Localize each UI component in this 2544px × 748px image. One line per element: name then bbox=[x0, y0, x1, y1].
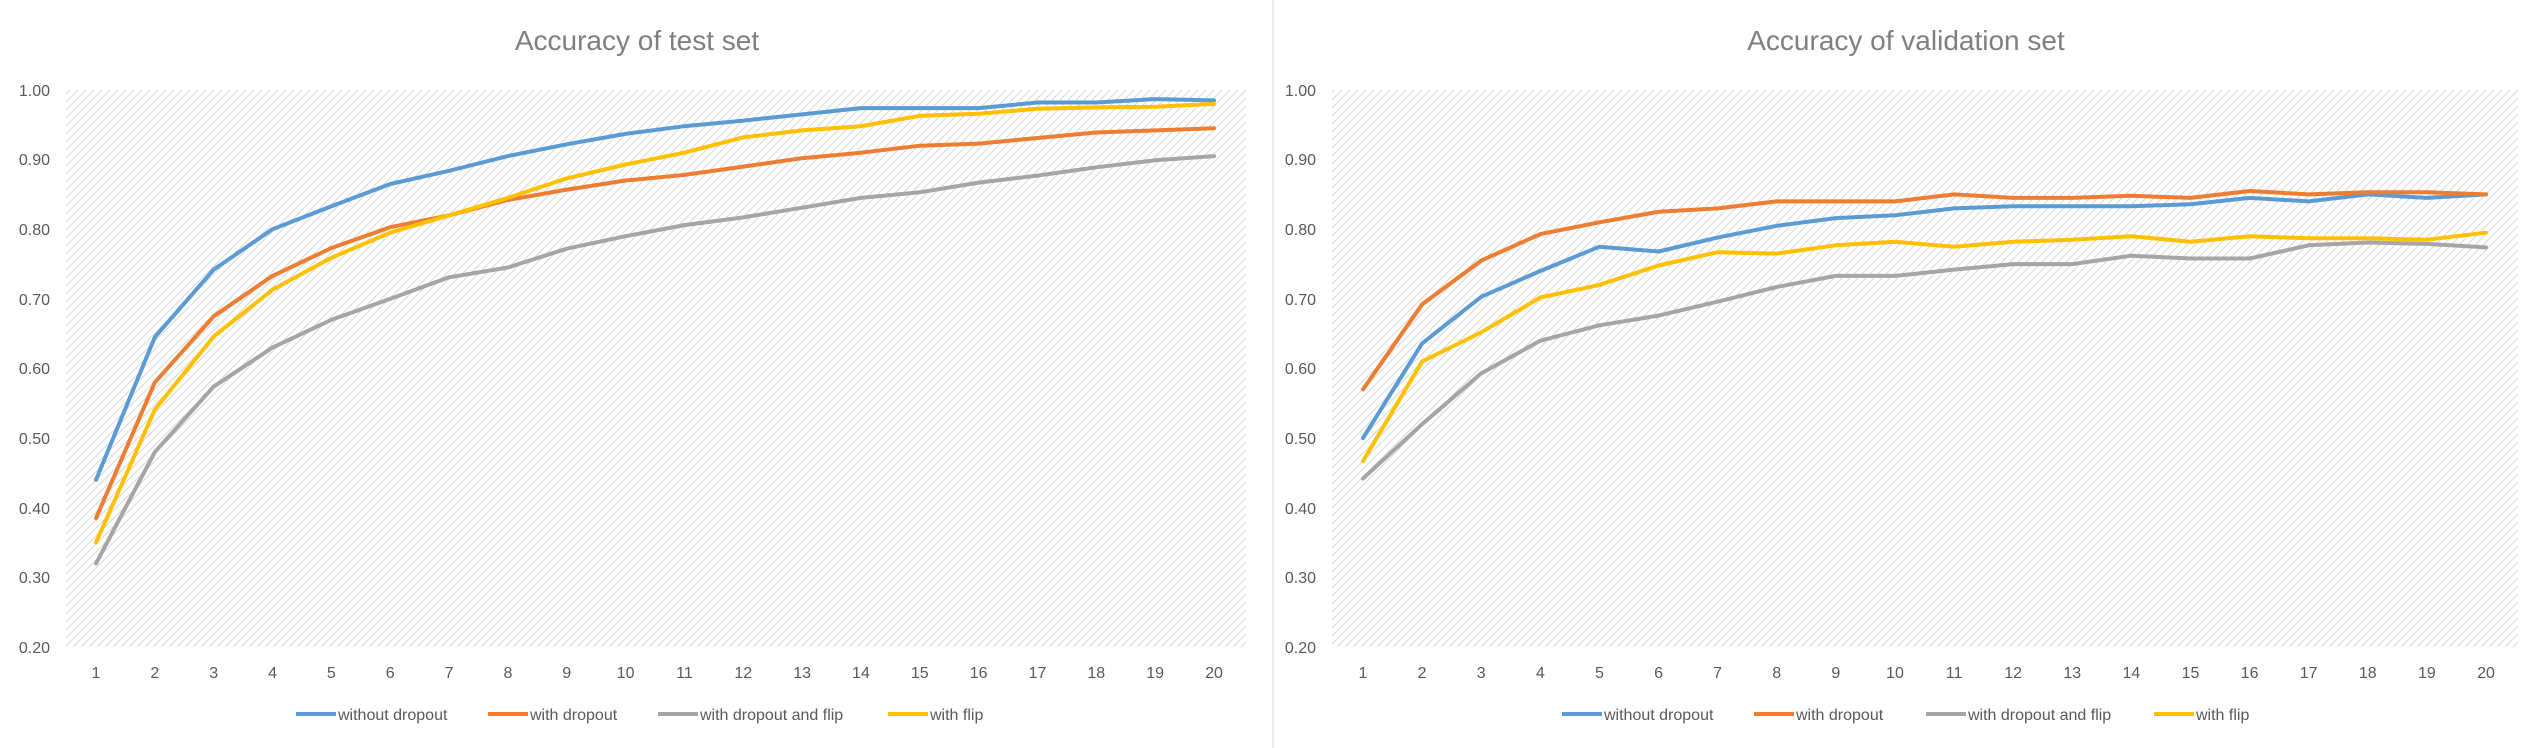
y-tick-label: 0.50 bbox=[1285, 431, 1316, 448]
x-tick-label: 2 bbox=[1418, 665, 1427, 682]
series-line bbox=[1361, 192, 2488, 441]
legend-label: without dropout bbox=[1603, 707, 1714, 724]
x-tick-label: 6 bbox=[386, 665, 395, 682]
x-tick-label: 15 bbox=[911, 665, 929, 682]
x-tick-label: 7 bbox=[1713, 665, 1722, 682]
legend-label: with dropout bbox=[1795, 707, 1884, 724]
x-tick-label: 5 bbox=[327, 665, 336, 682]
x-tick-label: 10 bbox=[617, 665, 635, 682]
chart-title: Accuracy of validation set bbox=[1747, 25, 2065, 56]
x-tick-label: 13 bbox=[2063, 665, 2081, 682]
plot-area bbox=[66, 90, 1246, 647]
x-tick-label: 4 bbox=[1536, 665, 1545, 682]
x-tick-label: 11 bbox=[676, 665, 693, 682]
validation-accuracy-chart: Accuracy of validation set 0.20 0.30 0.4… bbox=[1285, 25, 2518, 724]
x-tick-label: 20 bbox=[2477, 665, 2495, 682]
x-tick-label: 12 bbox=[734, 665, 752, 682]
y-tick-label: 0.20 bbox=[19, 640, 50, 657]
y-tick-label: 0.30 bbox=[19, 570, 50, 587]
legend-label: with flip bbox=[2195, 707, 2249, 724]
series-lines bbox=[1361, 189, 2488, 481]
y-tick-label: 0.60 bbox=[19, 361, 50, 378]
x-tick-label: 12 bbox=[2004, 665, 2022, 682]
x-tick-label: 11 bbox=[1946, 665, 1963, 682]
y-tick-label: 0.20 bbox=[1285, 640, 1316, 657]
y-tick-label: 0.70 bbox=[1285, 292, 1316, 309]
x-tick-label: 13 bbox=[793, 665, 811, 682]
x-tick-label: 8 bbox=[1772, 665, 1781, 682]
x-tick-label: 3 bbox=[209, 665, 218, 682]
legend: without dropout with dropout with dropou… bbox=[1562, 707, 2249, 724]
y-tick-label: 1.00 bbox=[19, 83, 50, 100]
y-tick-label: 0.70 bbox=[19, 292, 50, 309]
x-tick-label: 16 bbox=[970, 665, 988, 682]
x-tick-label: 6 bbox=[1654, 665, 1663, 682]
series-line bbox=[1361, 240, 2488, 481]
x-tick-label: 9 bbox=[1831, 665, 1840, 682]
y-tick-label: 0.90 bbox=[1285, 152, 1316, 169]
series-line bbox=[1361, 230, 2488, 464]
y-tick-label: 0.80 bbox=[19, 222, 50, 239]
legend-label: with dropout and flip bbox=[699, 707, 843, 724]
plot-area bbox=[1332, 90, 2518, 647]
x-tick-label: 14 bbox=[852, 665, 870, 682]
y-tick-label: 0.30 bbox=[1285, 570, 1316, 587]
y-tick-label: 0.80 bbox=[1285, 222, 1316, 239]
series-line bbox=[94, 126, 1216, 521]
series-lines bbox=[94, 97, 1216, 566]
x-axis-labels: 1 2 3 4 5 6 7 8 9 10 11 12 13 14 15 16 17 18 19 20 bbox=[92, 665, 1223, 682]
series-line bbox=[94, 154, 1216, 566]
x-tick-label: 20 bbox=[1205, 665, 1223, 682]
y-tick-label: 0.40 bbox=[1285, 501, 1316, 518]
x-tick-label: 8 bbox=[503, 665, 512, 682]
y-tick-label: 0.90 bbox=[19, 152, 50, 169]
y-tick-label: 0.60 bbox=[1285, 361, 1316, 378]
y-tick-label: 0.40 bbox=[19, 501, 50, 518]
test-accuracy-chart: Accuracy of test set 0.20 0.30 0.40 0.50… bbox=[19, 0, 1274, 748]
x-tick-label: 15 bbox=[2182, 665, 2200, 682]
y-axis-labels: 0.20 0.30 0.40 0.50 0.60 0.70 0.80 0.90 … bbox=[1285, 83, 1316, 657]
y-axis-labels: 0.20 0.30 0.40 0.50 0.60 0.70 0.80 0.90 … bbox=[19, 83, 50, 657]
chart-title: Accuracy of test set bbox=[515, 25, 760, 56]
y-tick-label: 0.50 bbox=[19, 431, 50, 448]
x-tick-label: 10 bbox=[1886, 665, 1904, 682]
series-line bbox=[94, 101, 1216, 545]
x-tick-label: 17 bbox=[2300, 665, 2318, 682]
legend-label: with flip bbox=[929, 707, 983, 724]
x-tick-label: 9 bbox=[562, 665, 571, 682]
x-tick-label: 19 bbox=[1146, 665, 1164, 682]
y-tick-label: 1.00 bbox=[1285, 83, 1316, 100]
series-line bbox=[94, 97, 1216, 482]
x-axis-labels: 1 2 3 4 5 6 7 8 9 10 11 12 13 14 15 16 17 18 19 20 bbox=[1359, 665, 2495, 682]
x-tick-label: 19 bbox=[2418, 665, 2436, 682]
legend-label: with dropout and flip bbox=[1967, 707, 2111, 724]
x-tick-label: 7 bbox=[445, 665, 454, 682]
x-tick-label: 16 bbox=[2241, 665, 2259, 682]
x-tick-label: 3 bbox=[1477, 665, 1486, 682]
legend-label: with dropout bbox=[529, 707, 618, 724]
x-tick-label: 2 bbox=[150, 665, 159, 682]
legend: without dropout with dropout with dropou… bbox=[296, 707, 983, 724]
x-tick-label: 17 bbox=[1029, 665, 1047, 682]
x-tick-label: 5 bbox=[1595, 665, 1604, 682]
legend-label: without dropout bbox=[337, 707, 448, 724]
series-line bbox=[1361, 189, 2488, 392]
x-tick-label: 14 bbox=[2122, 665, 2140, 682]
x-tick-label: 18 bbox=[2359, 665, 2377, 682]
x-tick-label: 18 bbox=[1087, 665, 1105, 682]
x-tick-label: 4 bbox=[268, 665, 277, 682]
x-tick-label: 1 bbox=[92, 665, 101, 682]
x-tick-label: 1 bbox=[1359, 665, 1368, 682]
